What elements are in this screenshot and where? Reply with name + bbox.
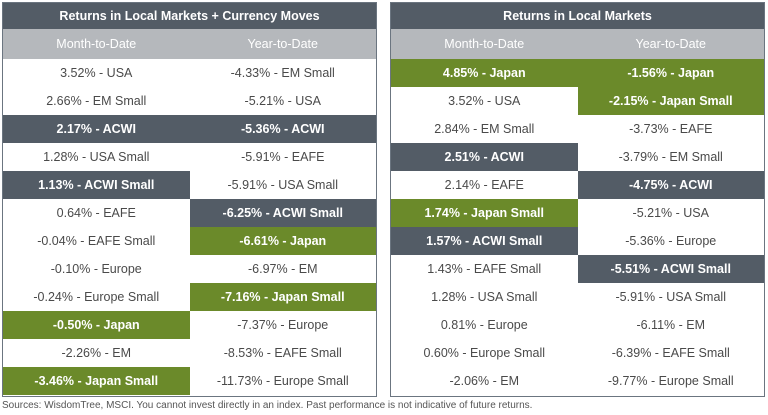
table-cell: -6.61% - Japan: [189, 227, 376, 255]
table-cell: -4.75% - ACWI: [577, 171, 764, 199]
column-ytd: -1.56% - Japan -2.15% - Japan Small -3.73%…: [577, 59, 764, 395]
panel-local-markets: Returns in Local Markets Month-to-Date Y…: [390, 2, 765, 397]
table-cell: -8.53% - EAFE Small: [223, 346, 342, 360]
table-cell: -3.79% - EM Small: [618, 150, 723, 164]
table-cell: 2.17% - ACWI: [3, 115, 190, 143]
table-cell: -5.36% - Europe: [625, 234, 717, 248]
table-cell: -9.77% - Europe Small: [607, 374, 734, 388]
table-cell: 0.81% - Europe: [440, 318, 528, 332]
table-cell: -6.11% - EM: [636, 318, 706, 332]
table-cell: -2.06% - EM: [449, 374, 519, 388]
table-cell: 3.52% - USA: [448, 94, 521, 108]
table-cell: 1.74% - Japan Small: [391, 199, 578, 227]
table-cell: -6.39% - EAFE Small: [611, 346, 730, 360]
table-cell: -5.21% - USA: [244, 94, 321, 108]
table-cell: 1.13% - ACWI Small: [3, 171, 190, 199]
table-cell: -1.56% - Japan: [577, 59, 764, 87]
column-ytd: -4.33% - EM Small -5.21% - USA -5.36% - AC…: [189, 59, 376, 395]
table-cell: -3.73% - EAFE: [629, 122, 713, 136]
table-cell: -0.50% - Japan: [3, 311, 190, 339]
table-cell: 2.14% - EAFE: [444, 178, 524, 192]
table-cell: -5.91% - USA Small: [615, 290, 726, 304]
table-cell: -7.16% - Japan Small: [189, 283, 376, 311]
table-cell: -0.24% - Europe Small: [33, 290, 160, 304]
table-cell: -2.15% - Japan Small: [577, 87, 764, 115]
table-cell: -0.10% - Europe: [50, 262, 142, 276]
column-header-mtd: Month-to-Date: [56, 37, 137, 51]
column-mtd: 4.85% - Japan 3.52% - USA 2.84% - EM Small…: [391, 59, 578, 395]
column-header-row: Month-to-Date Year-to-Date: [391, 29, 764, 59]
table-cell: -0.04% - EAFE Small: [37, 234, 156, 248]
table-cell: -5.91% - USA Small: [227, 178, 338, 192]
table-cell: 0.60% - Europe Small: [423, 346, 546, 360]
column-header-ytd: Year-to-Date: [247, 37, 318, 51]
column-header-row: Month-to-Date Year-to-Date: [3, 29, 376, 59]
table-cell: 2.51% - ACWI: [391, 143, 578, 171]
table-cell: -2.26% - EM: [61, 346, 131, 360]
table-cell: -5.21% - USA: [632, 206, 709, 220]
table-cell: 1.28% - USA Small: [431, 290, 538, 304]
panel-title: Returns in Local Markets + Currency Move…: [3, 3, 376, 29]
table-cell: 1.43% - EAFE Small: [427, 262, 542, 276]
table-cell: -6.97% - EM: [248, 262, 318, 276]
table-cell: -5.91% - EAFE: [241, 150, 325, 164]
source-note: Sources: WisdomTree, MSCI. You cannot in…: [2, 400, 533, 411]
table-cell: 4.85% - Japan: [391, 59, 578, 87]
table-cell: -11.73% - Europe Small: [216, 374, 349, 388]
panel-title: Returns in Local Markets: [391, 3, 764, 29]
table-cell: 2.84% - EM Small: [434, 122, 535, 136]
table-cell: 3.52% - USA: [60, 66, 133, 80]
table-cell: -4.33% - EM Small: [230, 66, 335, 80]
table-cell: -7.37% - Europe: [237, 318, 329, 332]
table-cell: -6.25% - ACWI Small: [189, 199, 376, 227]
table-cell: 2.66% - EM Small: [46, 94, 147, 108]
table-cell: -5.36% - ACWI: [189, 115, 376, 143]
table-cell: -3.46% - Japan Small: [3, 367, 190, 395]
table-cell: 1.57% - ACWI Small: [391, 227, 578, 255]
column-header-ytd: Year-to-Date: [635, 37, 706, 51]
table-cell: -5.51% - ACWI Small: [577, 255, 764, 283]
column-mtd: 3.52% - USA 2.66% - EM Small 2.17% - ACWI 1…: [3, 59, 190, 395]
table-cell: 0.64% - EAFE: [56, 206, 136, 220]
panel-local-plus-currency: Returns in Local Markets + Currency Move…: [2, 2, 377, 397]
column-header-mtd: Month-to-Date: [444, 37, 525, 51]
table-cell: 1.28% - USA Small: [43, 150, 150, 164]
